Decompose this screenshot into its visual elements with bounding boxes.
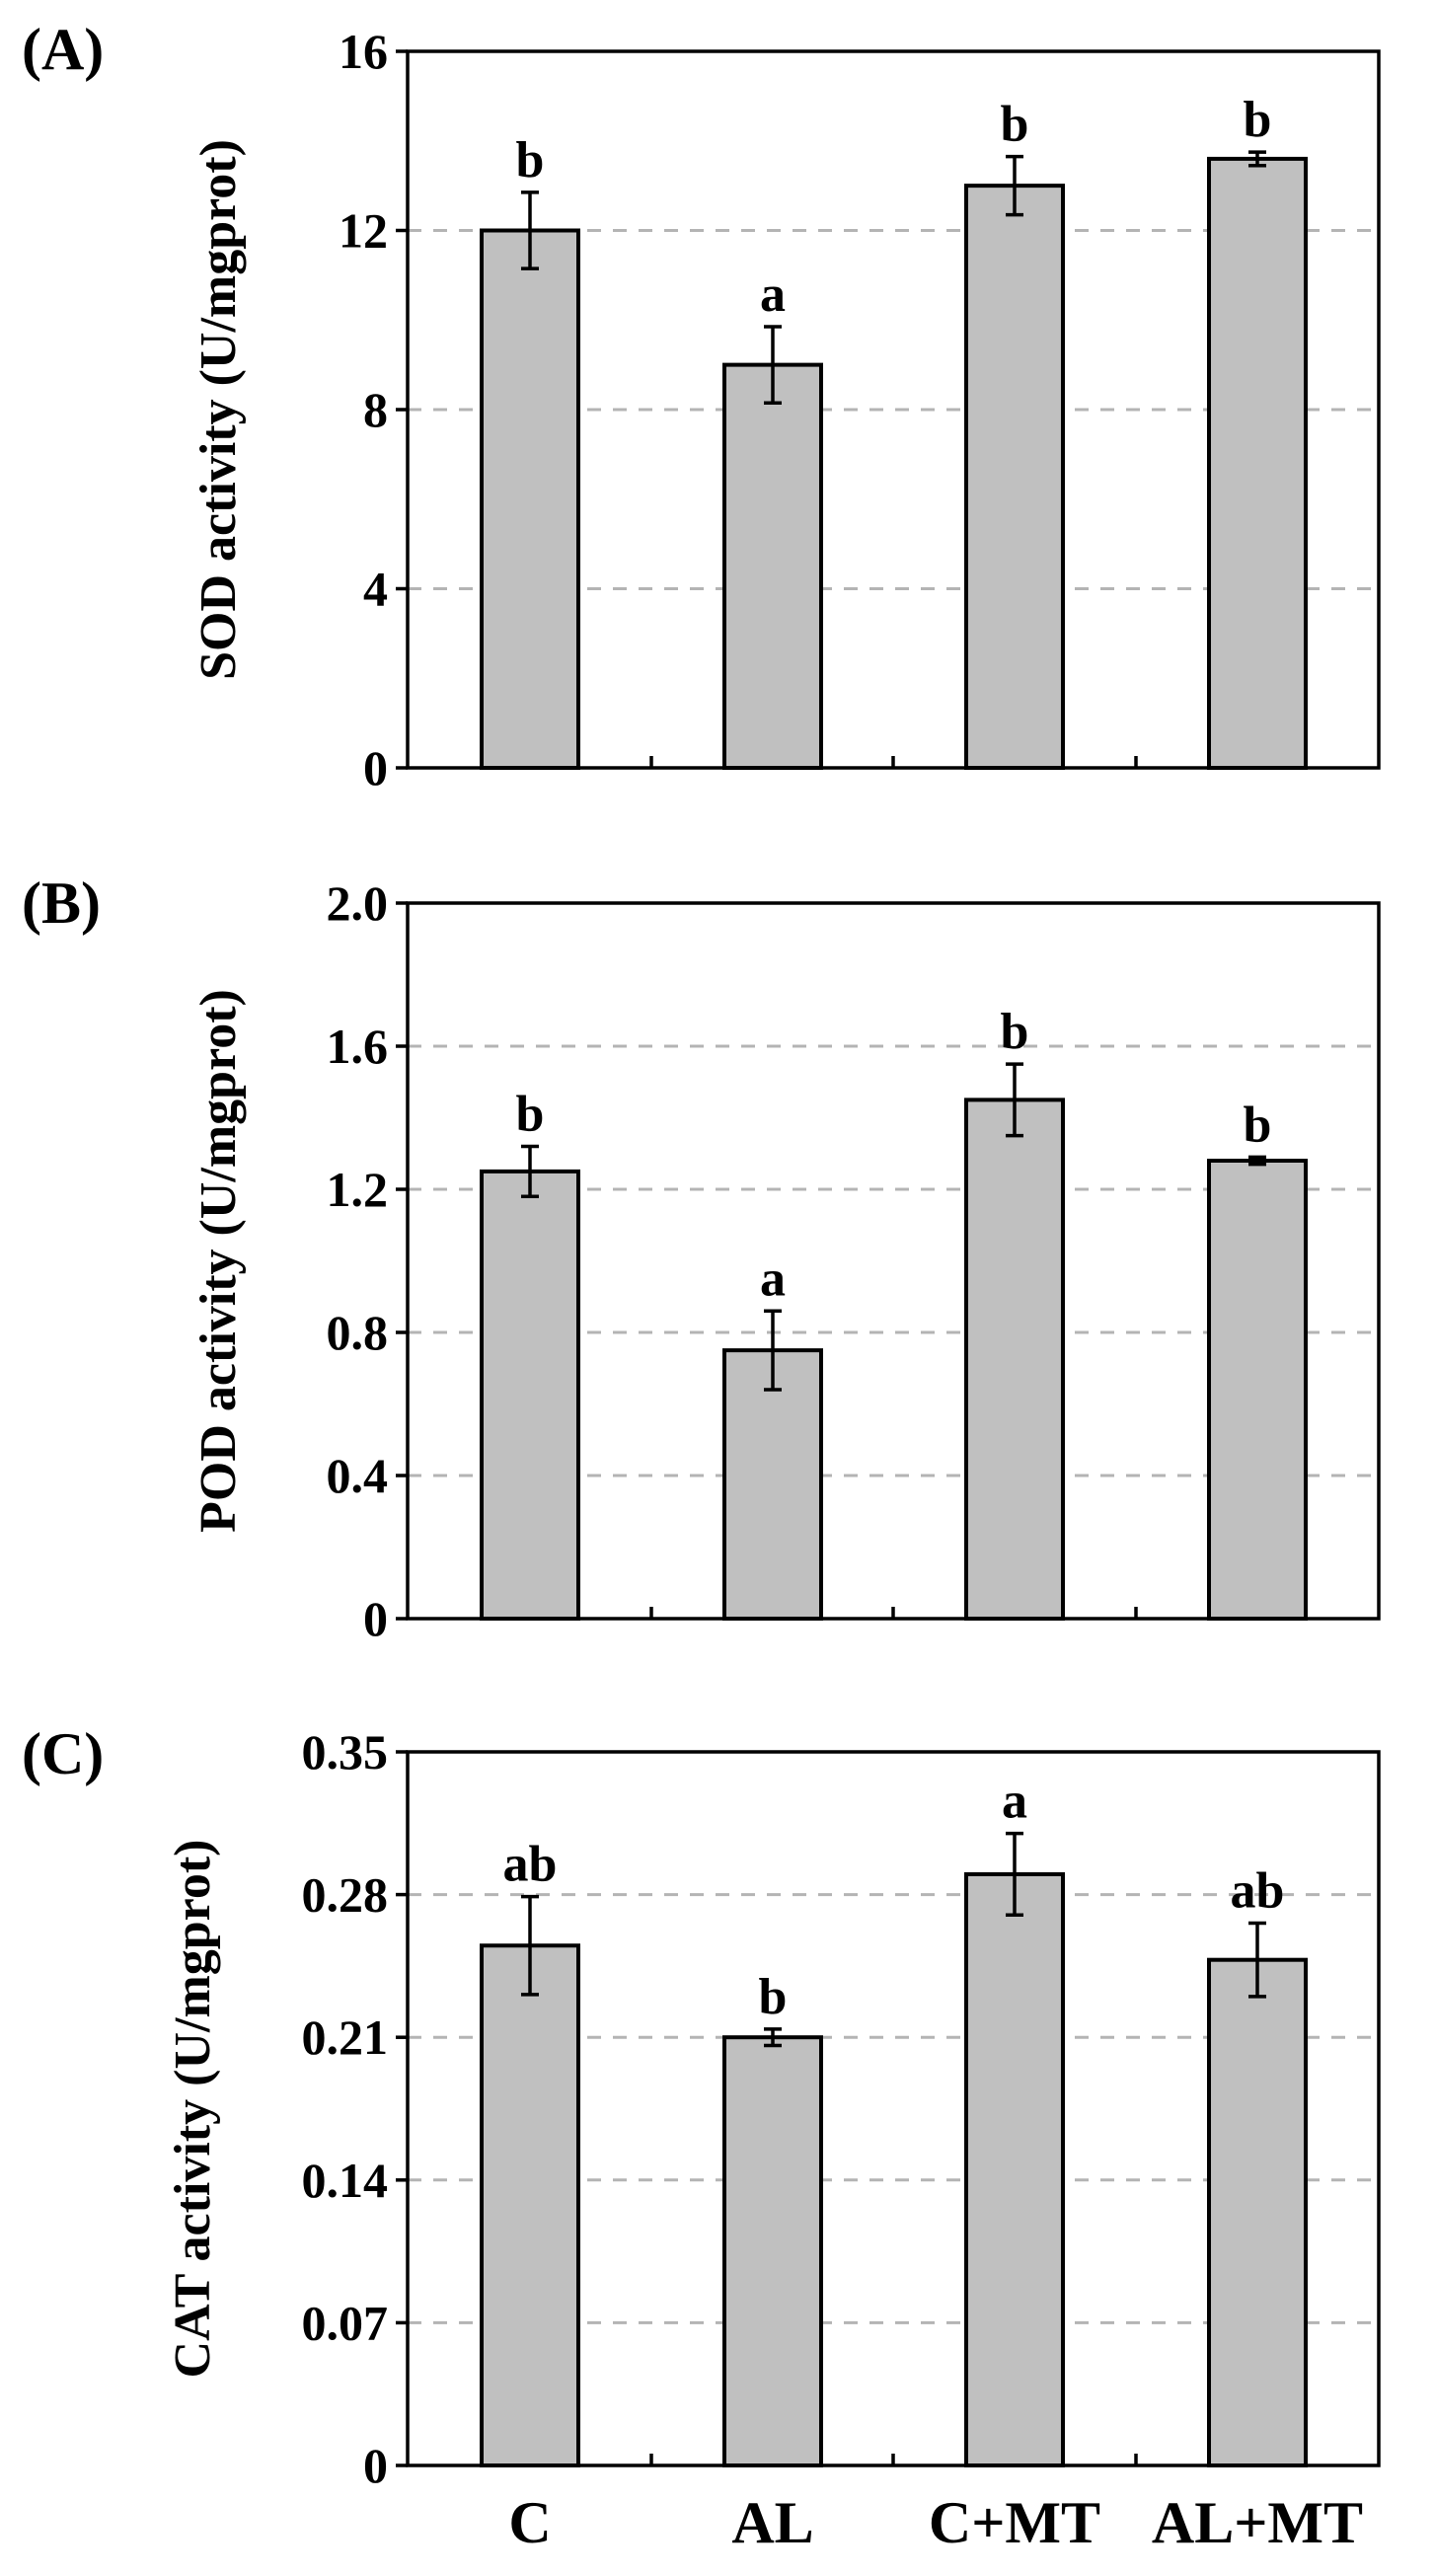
y-tick-label: 0.14 [302,2153,389,2208]
y-tick-label: 2.0 [327,875,389,931]
y-tick-label: 12 [339,203,388,259]
y-tick-label: 4 [363,562,388,617]
y-tick-label: 0 [363,740,388,796]
significance-label: a [1002,1774,1027,1830]
y-tick-label: 0.28 [302,1867,389,1923]
significance-label: b [1244,1097,1272,1153]
panel-b: (B) b a b b 0 0.4 0.8 1.2 1.6 2.0 POD activity (U/m… [22,871,1381,1646]
significance-label: ab [1231,1863,1285,1920]
panel-a: (A) b a b b 0 4 8 12 16 SOD activity (U/mgprot) [22,17,1381,796]
x-category-label: AL+MT [1152,2490,1363,2555]
bar-c-plus-mt [964,1098,1065,1621]
bar-c [480,1943,580,2467]
bar-c-plus-mt [964,184,1065,770]
bar-al-plus-mt [1207,1159,1308,1621]
y-tick-label: 0.35 [302,1724,389,1780]
panel-label: (B) [22,871,101,936]
y-tick-label: 0.07 [302,2295,389,2350]
bar-c-plus-mt [964,1871,1065,2467]
y-tick-label: 0.4 [327,1448,389,1503]
bar-c [480,1169,580,1621]
significance-label: b [516,1087,545,1143]
y-tick-label: 8 [363,382,388,437]
bar-al [722,362,823,770]
panel-label: (A) [22,17,104,82]
x-category-label: C [508,2490,551,2555]
x-axis-categories: C AL C+MT AL+MT [508,2490,1363,2555]
bar-al [722,1348,823,1621]
y-axis-title: POD activity (U/mgprot) [190,989,247,1533]
panel-c: (C) ab b a ab 0 0.07 0.14 0.21 0.28 0.35 CAT activi… [22,1721,1381,2493]
significance-label: ab [503,1837,558,1893]
bar-al-plus-mt [1207,1957,1308,2467]
y-tick-label: 0 [363,2438,388,2493]
significance-label: b [1001,1004,1029,1060]
x-category-label: C+MT [929,2490,1100,2555]
y-tick-label: 1.2 [327,1162,389,1217]
significance-label: a [760,1250,786,1307]
x-category-label: AL [731,2490,813,2555]
significance-label: b [1244,92,1272,148]
y-tick-label: 0.8 [327,1305,389,1360]
y-tick-label: 0 [363,1591,388,1646]
bar-c [480,228,580,770]
significance-label: b [516,132,545,189]
bar-al-plus-mt [1207,156,1308,770]
significance-label: b [759,1969,788,2025]
y-axis-title: SOD activity (U/mgprot) [190,139,247,680]
panel-label: (C) [22,1721,104,1786]
y-axis-title: CAT activity (U/mgprot) [165,1840,221,2379]
y-tick-label: 1.6 [327,1019,389,1074]
y-tick-label: 0.21 [302,2009,389,2065]
bar-al [722,2035,823,2467]
y-tick-label: 16 [339,24,388,79]
significance-label: b [1001,97,1029,153]
significance-label: a [760,266,786,323]
